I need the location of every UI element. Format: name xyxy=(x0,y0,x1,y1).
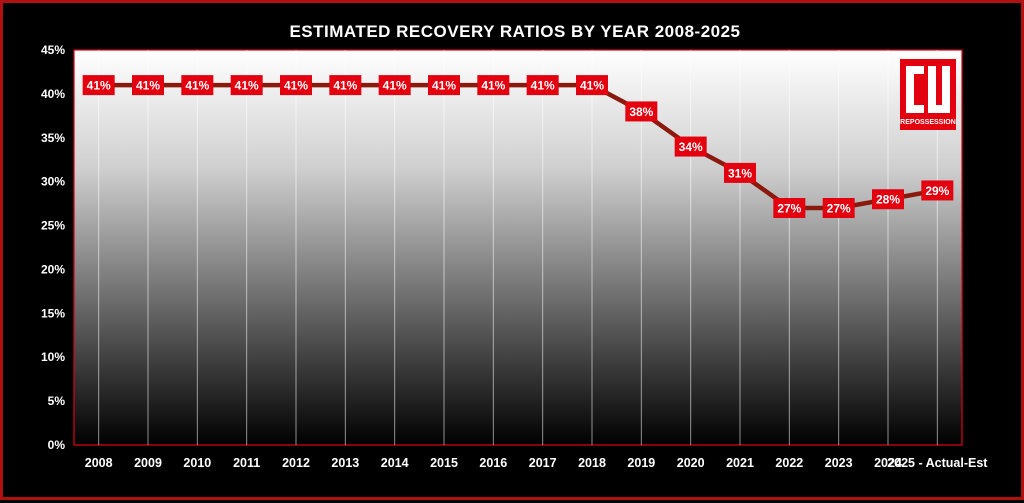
y-tick-label: 45% xyxy=(41,43,65,57)
data-label-box xyxy=(280,75,312,96)
x-tick-label: 2009 xyxy=(134,456,162,470)
y-tick-label: 25% xyxy=(41,219,65,233)
data-label: 41% xyxy=(531,79,555,93)
x-tick-label: 2015 xyxy=(430,456,458,470)
x-tick-label: 2014 xyxy=(381,456,409,470)
data-label-box xyxy=(872,189,904,210)
data-label: 41% xyxy=(383,79,407,93)
data-label-box xyxy=(428,75,460,96)
data-label: 27% xyxy=(827,202,851,216)
data-label: 41% xyxy=(432,79,456,93)
x-tick-label: 2023 xyxy=(825,456,853,470)
x-tick-label: 2024 xyxy=(874,456,902,470)
data-label: 29% xyxy=(925,184,949,198)
x-tick-label: 2022 xyxy=(775,456,803,470)
data-label-box xyxy=(181,75,214,96)
line-chart: ESTIMATED RECOVERY RATIOS BY YEAR 2008-2… xyxy=(41,22,988,470)
y-tick-label: 5% xyxy=(48,394,66,408)
data-label: 28% xyxy=(876,193,900,207)
logo-text: REPOSSESSION xyxy=(900,119,956,126)
data-label: 34% xyxy=(679,140,703,154)
x-tick-label: 2019 xyxy=(627,456,655,470)
y-tick-label: 35% xyxy=(41,131,65,145)
data-label-box xyxy=(477,75,510,96)
data-label-box xyxy=(82,75,115,96)
y-tick-label: 20% xyxy=(41,262,65,276)
x-tick-label: 2025 - Actual-Est xyxy=(887,456,988,470)
data-label-box xyxy=(576,75,608,96)
x-tick-label: 2020 xyxy=(677,456,705,470)
data-label-box xyxy=(625,101,658,122)
data-label-box xyxy=(378,75,411,96)
x-tick-label: 2016 xyxy=(479,456,507,470)
plot-area xyxy=(73,49,963,446)
x-tick-label: 2010 xyxy=(183,456,211,470)
data-label-box xyxy=(329,75,362,96)
data-label: 41% xyxy=(185,79,209,93)
logo-letter-c xyxy=(906,66,924,113)
data-label: 38% xyxy=(629,105,653,119)
data-label: 41% xyxy=(481,79,505,93)
logo-letter-u xyxy=(928,66,950,113)
data-label-box xyxy=(724,162,756,183)
data-label-box xyxy=(526,75,559,96)
data-label-box xyxy=(132,75,164,96)
y-tick-label: 10% xyxy=(41,350,65,364)
data-label-box xyxy=(921,180,954,201)
data-label-box xyxy=(674,136,707,157)
data-label: 41% xyxy=(235,79,259,93)
y-tick-label: 0% xyxy=(48,438,66,452)
data-label: 41% xyxy=(136,79,160,93)
axes: 0% 5% 10% 15% 20% 25% 30% 35% 40% 45% 2008 2009 2010… xyxy=(41,43,988,470)
data-labels: 41% 41% 41% 41% 41% 41% 41% 41% 41% 41% 41% 38% 34% 3… xyxy=(82,75,954,218)
x-tick-label: 2017 xyxy=(529,456,557,470)
cu-repossession-logo: REPOSSESSION xyxy=(900,59,956,130)
x-tick-label: 2012 xyxy=(282,456,310,470)
x-tick-label: 2018 xyxy=(578,456,606,470)
data-label: 41% xyxy=(87,79,111,93)
data-label: 41% xyxy=(333,79,357,93)
x-tick-label: 2013 xyxy=(331,456,359,470)
y-tick-label: 40% xyxy=(41,87,65,101)
x-tick-label: 2011 xyxy=(233,456,260,470)
data-label-box xyxy=(773,198,806,218)
y-tick-label: 30% xyxy=(41,175,65,189)
y-tick-label: 15% xyxy=(41,306,65,320)
data-label: 41% xyxy=(284,79,308,93)
chart-title: ESTIMATED RECOVERY RATIOS BY YEAR 2008-2… xyxy=(289,22,740,41)
data-label: 41% xyxy=(580,79,604,93)
x-tick-label: 2008 xyxy=(85,456,113,470)
data-label-box xyxy=(822,198,855,218)
data-label: 31% xyxy=(728,166,752,180)
data-label: 27% xyxy=(777,202,801,216)
data-label-box xyxy=(230,75,263,96)
x-tick-label: 2021 xyxy=(726,456,754,470)
